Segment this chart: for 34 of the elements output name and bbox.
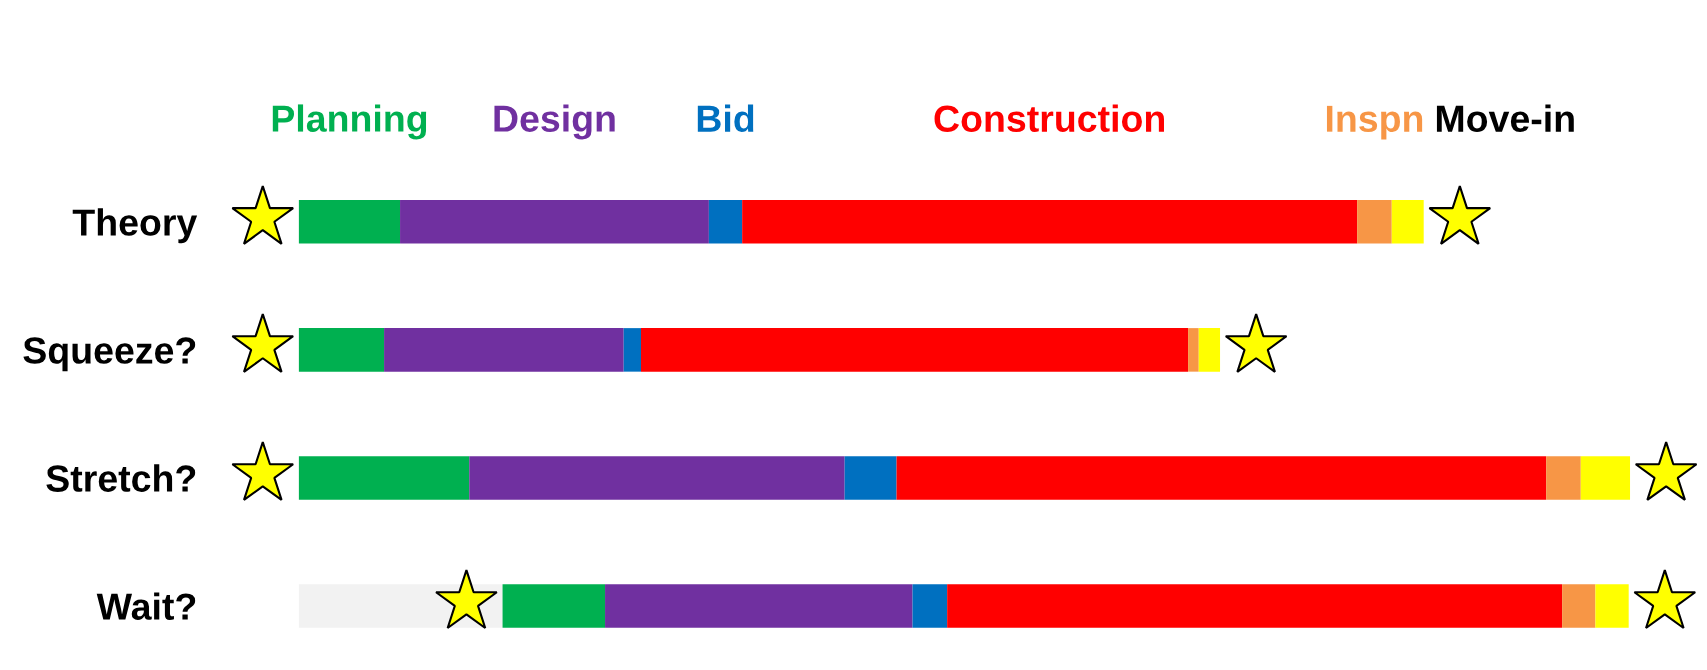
bar [742, 200, 1358, 244]
bar [708, 200, 743, 244]
y-tick-label: Squeeze? [23, 337, 196, 372]
bar [605, 584, 913, 628]
y-tick-label: Wait? [96, 592, 196, 620]
bar [298, 200, 401, 244]
bar [298, 456, 470, 500]
bar [1198, 328, 1221, 372]
bar [1562, 584, 1596, 628]
series-label: Planning [272, 104, 427, 140]
bar [1580, 456, 1631, 500]
series-label: Design [494, 104, 615, 140]
bar [1546, 456, 1581, 500]
bar [1595, 584, 1629, 628]
bar [298, 328, 385, 372]
series-label: Inspn [1326, 105, 1423, 140]
bar [896, 456, 1547, 500]
bar [1391, 200, 1424, 244]
bar [912, 584, 948, 628]
bar [1188, 328, 1199, 372]
bar [1357, 200, 1392, 244]
y-tick-label: Stretch? [46, 464, 196, 492]
bar [502, 584, 606, 628]
bar [947, 584, 1563, 628]
series-label: Move-in [1436, 104, 1574, 133]
bar [400, 200, 709, 244]
series-label: Construction [934, 104, 1164, 133]
bar [640, 328, 1189, 372]
series-label: Bid [697, 104, 754, 133]
bar [623, 328, 641, 372]
bar [384, 328, 624, 372]
bar [844, 456, 897, 500]
y-tick-label: Theory [72, 208, 198, 244]
bar [469, 456, 845, 500]
